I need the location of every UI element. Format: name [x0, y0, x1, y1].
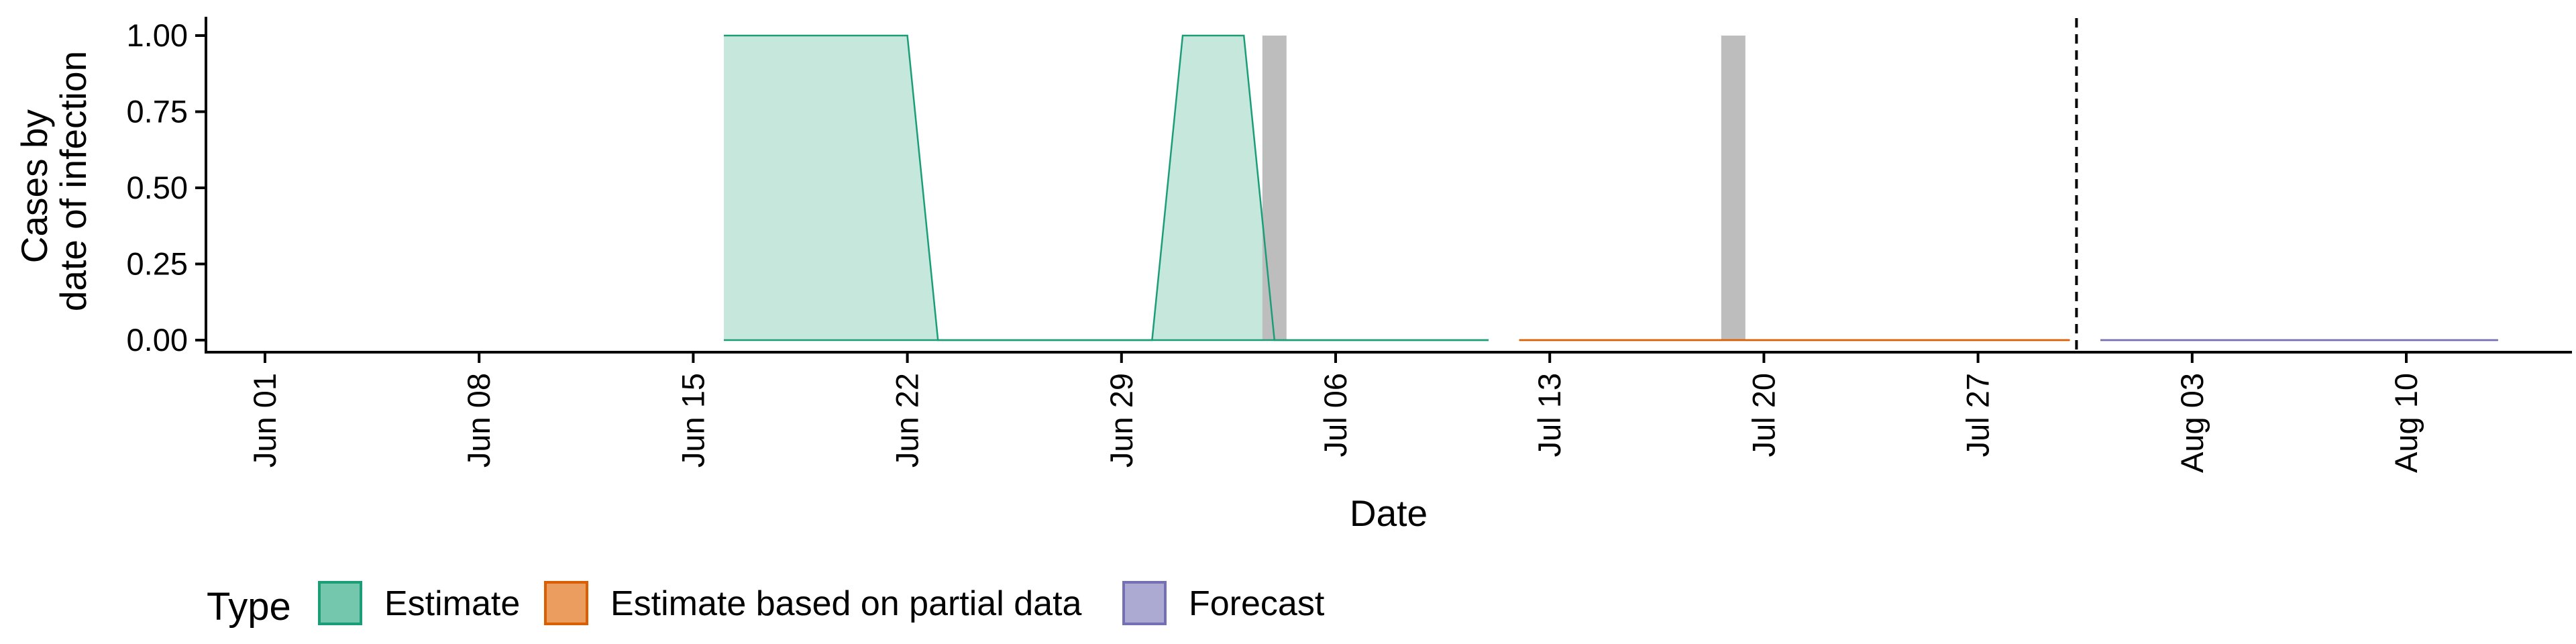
y-axis-title-line-1: Cases by	[13, 109, 55, 264]
legend-label-0: Estimate	[384, 584, 520, 623]
x-tick-label-5: Jul 06	[1318, 373, 1353, 457]
x-axis-title: Date	[1350, 492, 1428, 534]
y-tick-label-1: 0.25	[127, 246, 188, 282]
x-tick-label-7: Jul 20	[1746, 373, 1781, 457]
legend-key-1	[544, 581, 588, 625]
y-tick-label-3: 0.75	[127, 94, 188, 129]
legend: Type Estimate Estimate based on partial d…	[207, 581, 1325, 629]
bar-0	[1262, 36, 1287, 340]
legend-key-0	[318, 581, 362, 625]
x-tick-label-1: Jun 08	[461, 373, 496, 468]
legend-key-2	[1122, 581, 1167, 625]
x-tick-label-8: Jul 27	[1960, 373, 1996, 457]
x-tick-label-2: Jun 15	[675, 373, 710, 468]
legend-label-2: Forecast	[1189, 584, 1325, 623]
bar-1	[1721, 36, 1746, 340]
x-tick-label-10: Aug 10	[2388, 373, 2424, 473]
y-axis-title-line-2: date of infection	[52, 51, 94, 311]
axes	[205, 17, 2572, 354]
plot-area	[724, 18, 2498, 352]
x-tick-label-3: Jun 22	[890, 373, 925, 468]
series-0-upper-line	[724, 34, 1489, 341]
x-tick-label-4: Jun 29	[1104, 373, 1139, 468]
legend-title: Type	[207, 585, 291, 629]
x-tick-label-6: Jul 13	[1532, 373, 1567, 457]
series-0-ribbon	[724, 36, 1489, 340]
legend-label-1: Estimate based on partial data	[610, 584, 1082, 623]
ticks: Jun 01 Jun 08 Jun 15 Jun 22 Jun 29 Jul 06 Jul …	[127, 17, 2424, 473]
y-tick-label-2: 0.50	[127, 170, 188, 205]
y-axis-title: Cases by date of infection	[13, 51, 94, 311]
y-tick-label-4: 1.00	[127, 17, 188, 53]
x-tick-label-0: Jun 01	[247, 373, 282, 468]
y-tick-label-0: 0.00	[127, 322, 188, 358]
x-tick-label-9: Aug 03	[2174, 373, 2210, 473]
